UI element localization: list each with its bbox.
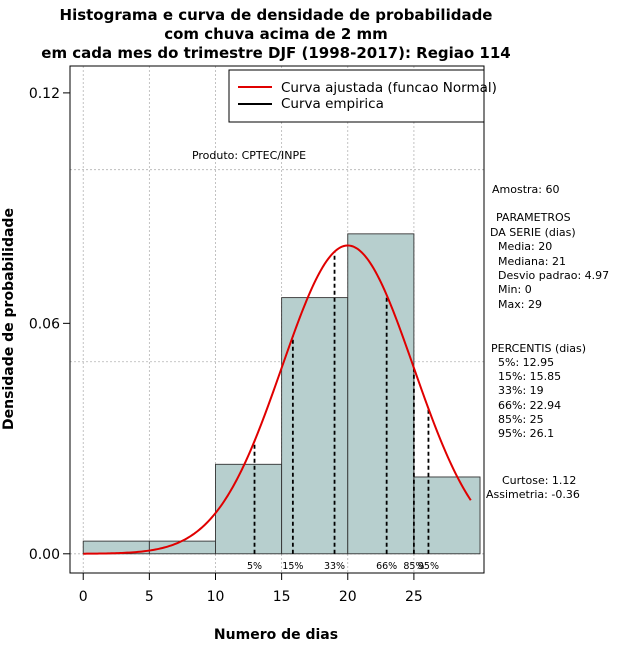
- percentile-markers: 5% 15% 33% 66% 85%95%: [247, 251, 439, 572]
- stats-percentil-95: 95%: 26.1: [498, 427, 554, 440]
- chart-title-line-2: com chuva acima de 2 mm: [164, 25, 388, 43]
- plot-frame: [69, 65, 485, 574]
- stats-panel: Amostra: 60 PARAMETROS DA SERIE (dias) M…: [486, 183, 609, 501]
- percentile-label-2: 33%: [324, 561, 345, 572]
- histogram-bar-3: [281, 297, 349, 555]
- chart-title-line-3: em cada mes do trimestre DJF (1998-2017)…: [41, 44, 510, 62]
- percentile-label-4: 85%: [403, 561, 424, 572]
- y-tick-label-0: 0.00: [29, 547, 60, 563]
- percentile-label-0: 5%: [247, 561, 262, 572]
- legend-box: [228, 69, 485, 123]
- stats-param-desvio: Desvio padrao: 4.97: [498, 269, 609, 282]
- chart-title-line-1: Histograma e curva de densidade de proba…: [60, 6, 493, 24]
- normal-curve-line: [83, 244, 472, 555]
- product-annotation: Produto: CPTEC/INPE: [192, 149, 306, 162]
- x-tick-label-3: 15: [273, 589, 291, 605]
- histogram-bar-4: [347, 233, 415, 555]
- stats-param-mediana: Mediana: 21: [498, 255, 566, 268]
- legend: Curva ajustada (funcao Normal) Curva emp…: [228, 69, 497, 123]
- y-tick-label-2: 0.12: [29, 86, 60, 102]
- x-tick-label-1: 5: [145, 589, 154, 605]
- stats-param-header-2: DA SERIE (dias): [490, 226, 576, 239]
- stats-assimetria: Assimetria: -0.36: [486, 488, 580, 501]
- stats-curtose: Curtose: 1.12: [502, 474, 576, 487]
- percentile-label-5: 95%: [418, 561, 439, 572]
- x-tick-label-0: 0: [79, 589, 88, 605]
- stats-param-min: Min: 0: [498, 283, 532, 296]
- stats-percentil-15: 15%: 15.85: [498, 370, 561, 383]
- stats-param-max: Max: 29: [498, 298, 542, 311]
- stats-percentil-5: 5%: 12.95: [498, 356, 554, 369]
- stats-percentil-66: 66%: 22.94: [498, 399, 561, 412]
- histogram-bars: [82, 233, 481, 555]
- stats-param-media: Media: 20: [498, 240, 552, 253]
- histogram-bar-2: [215, 463, 283, 555]
- legend-label-normal: Curva ajustada (funcao Normal): [281, 80, 497, 96]
- stats-amostra: Amostra: 60: [492, 183, 559, 196]
- x-tick-label-4: 20: [339, 589, 357, 605]
- normal-curve: [83, 244, 472, 555]
- stats-percentis-header: PERCENTIS (dias): [491, 342, 586, 355]
- x-axis-title: Numero de dias: [214, 627, 338, 643]
- stats-percentil-85: 85%: 25: [498, 413, 544, 426]
- stats-percentil-33: 33%: 19: [498, 384, 544, 397]
- x-tick-label-2: 10: [207, 589, 225, 605]
- percentile-label-1: 15%: [282, 561, 303, 572]
- y-axis-title: Densidade de probabilidade: [1, 208, 17, 430]
- y-tick-label-1: 0.06: [29, 316, 60, 332]
- histogram-bar-5: [413, 476, 481, 555]
- percentile-label-3: 66%: [376, 561, 397, 572]
- x-tick-label-5: 25: [405, 589, 423, 605]
- stats-param-header-1: PARAMETROS: [496, 211, 571, 224]
- legend-label-empirical: Curva empirica: [281, 96, 384, 112]
- histogram-bar-1: [148, 540, 216, 555]
